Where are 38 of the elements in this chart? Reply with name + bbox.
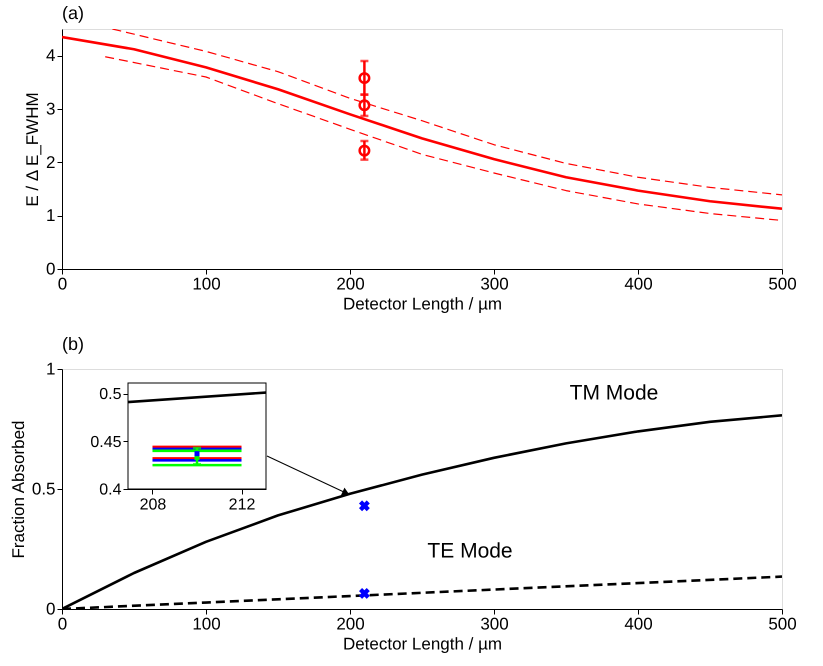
y-tick-label: 0.4 [99, 482, 122, 498]
series-label: TE Mode [427, 540, 513, 563]
x-tick-label: 500 [768, 274, 797, 294]
point [358, 144, 370, 157]
y-tick-label: 2 [46, 152, 56, 172]
y-tick-label: 3 [46, 100, 56, 118]
y-tick-label: 0 [46, 260, 56, 278]
y-tick-label: 1 [46, 360, 56, 378]
x-tick-label: 100 [192, 274, 221, 294]
y-tick-label: 0.5 [32, 480, 56, 498]
x-tick-label: 200 [336, 614, 365, 634]
y-tick-label: 4 [46, 46, 56, 66]
x-tick-label: 100 [192, 614, 221, 634]
y-tick-label: 0.5 [99, 386, 122, 404]
x-axis-title: Detector Length / µm [342, 294, 502, 314]
line-series [112, 29, 782, 196]
point [358, 72, 370, 84]
x-tick-label: 0 [58, 274, 68, 294]
x-tick-label: 300 [480, 274, 509, 294]
x-tick-label: 400 [624, 274, 653, 294]
x-tick-label: 200 [336, 274, 365, 294]
x-tick-label: 212 [228, 496, 256, 514]
y-axis-title: Fraction Absorbed [8, 420, 28, 558]
chart-title: (b) [62, 334, 84, 354]
x-axis-title: Detector Length / µm [342, 634, 502, 654]
x-tick-label: 300 [480, 614, 509, 634]
series-label: TM Mode [570, 381, 658, 404]
x-tick-label: 208 [140, 496, 166, 514]
x-tick-label: 0 [58, 614, 68, 634]
chart-title: (a) [62, 3, 84, 23]
x-tick-label: 400 [624, 614, 653, 634]
y-tick-label: 0 [46, 600, 56, 618]
y-tick-label: 0.45 [90, 434, 122, 451]
y-tick-label: 1 [46, 206, 56, 226]
y-axis-title: E / Δ E_FWHM [23, 92, 42, 207]
x-tick-label: 500 [768, 614, 797, 634]
point [358, 99, 370, 112]
line-series [62, 36, 782, 210]
